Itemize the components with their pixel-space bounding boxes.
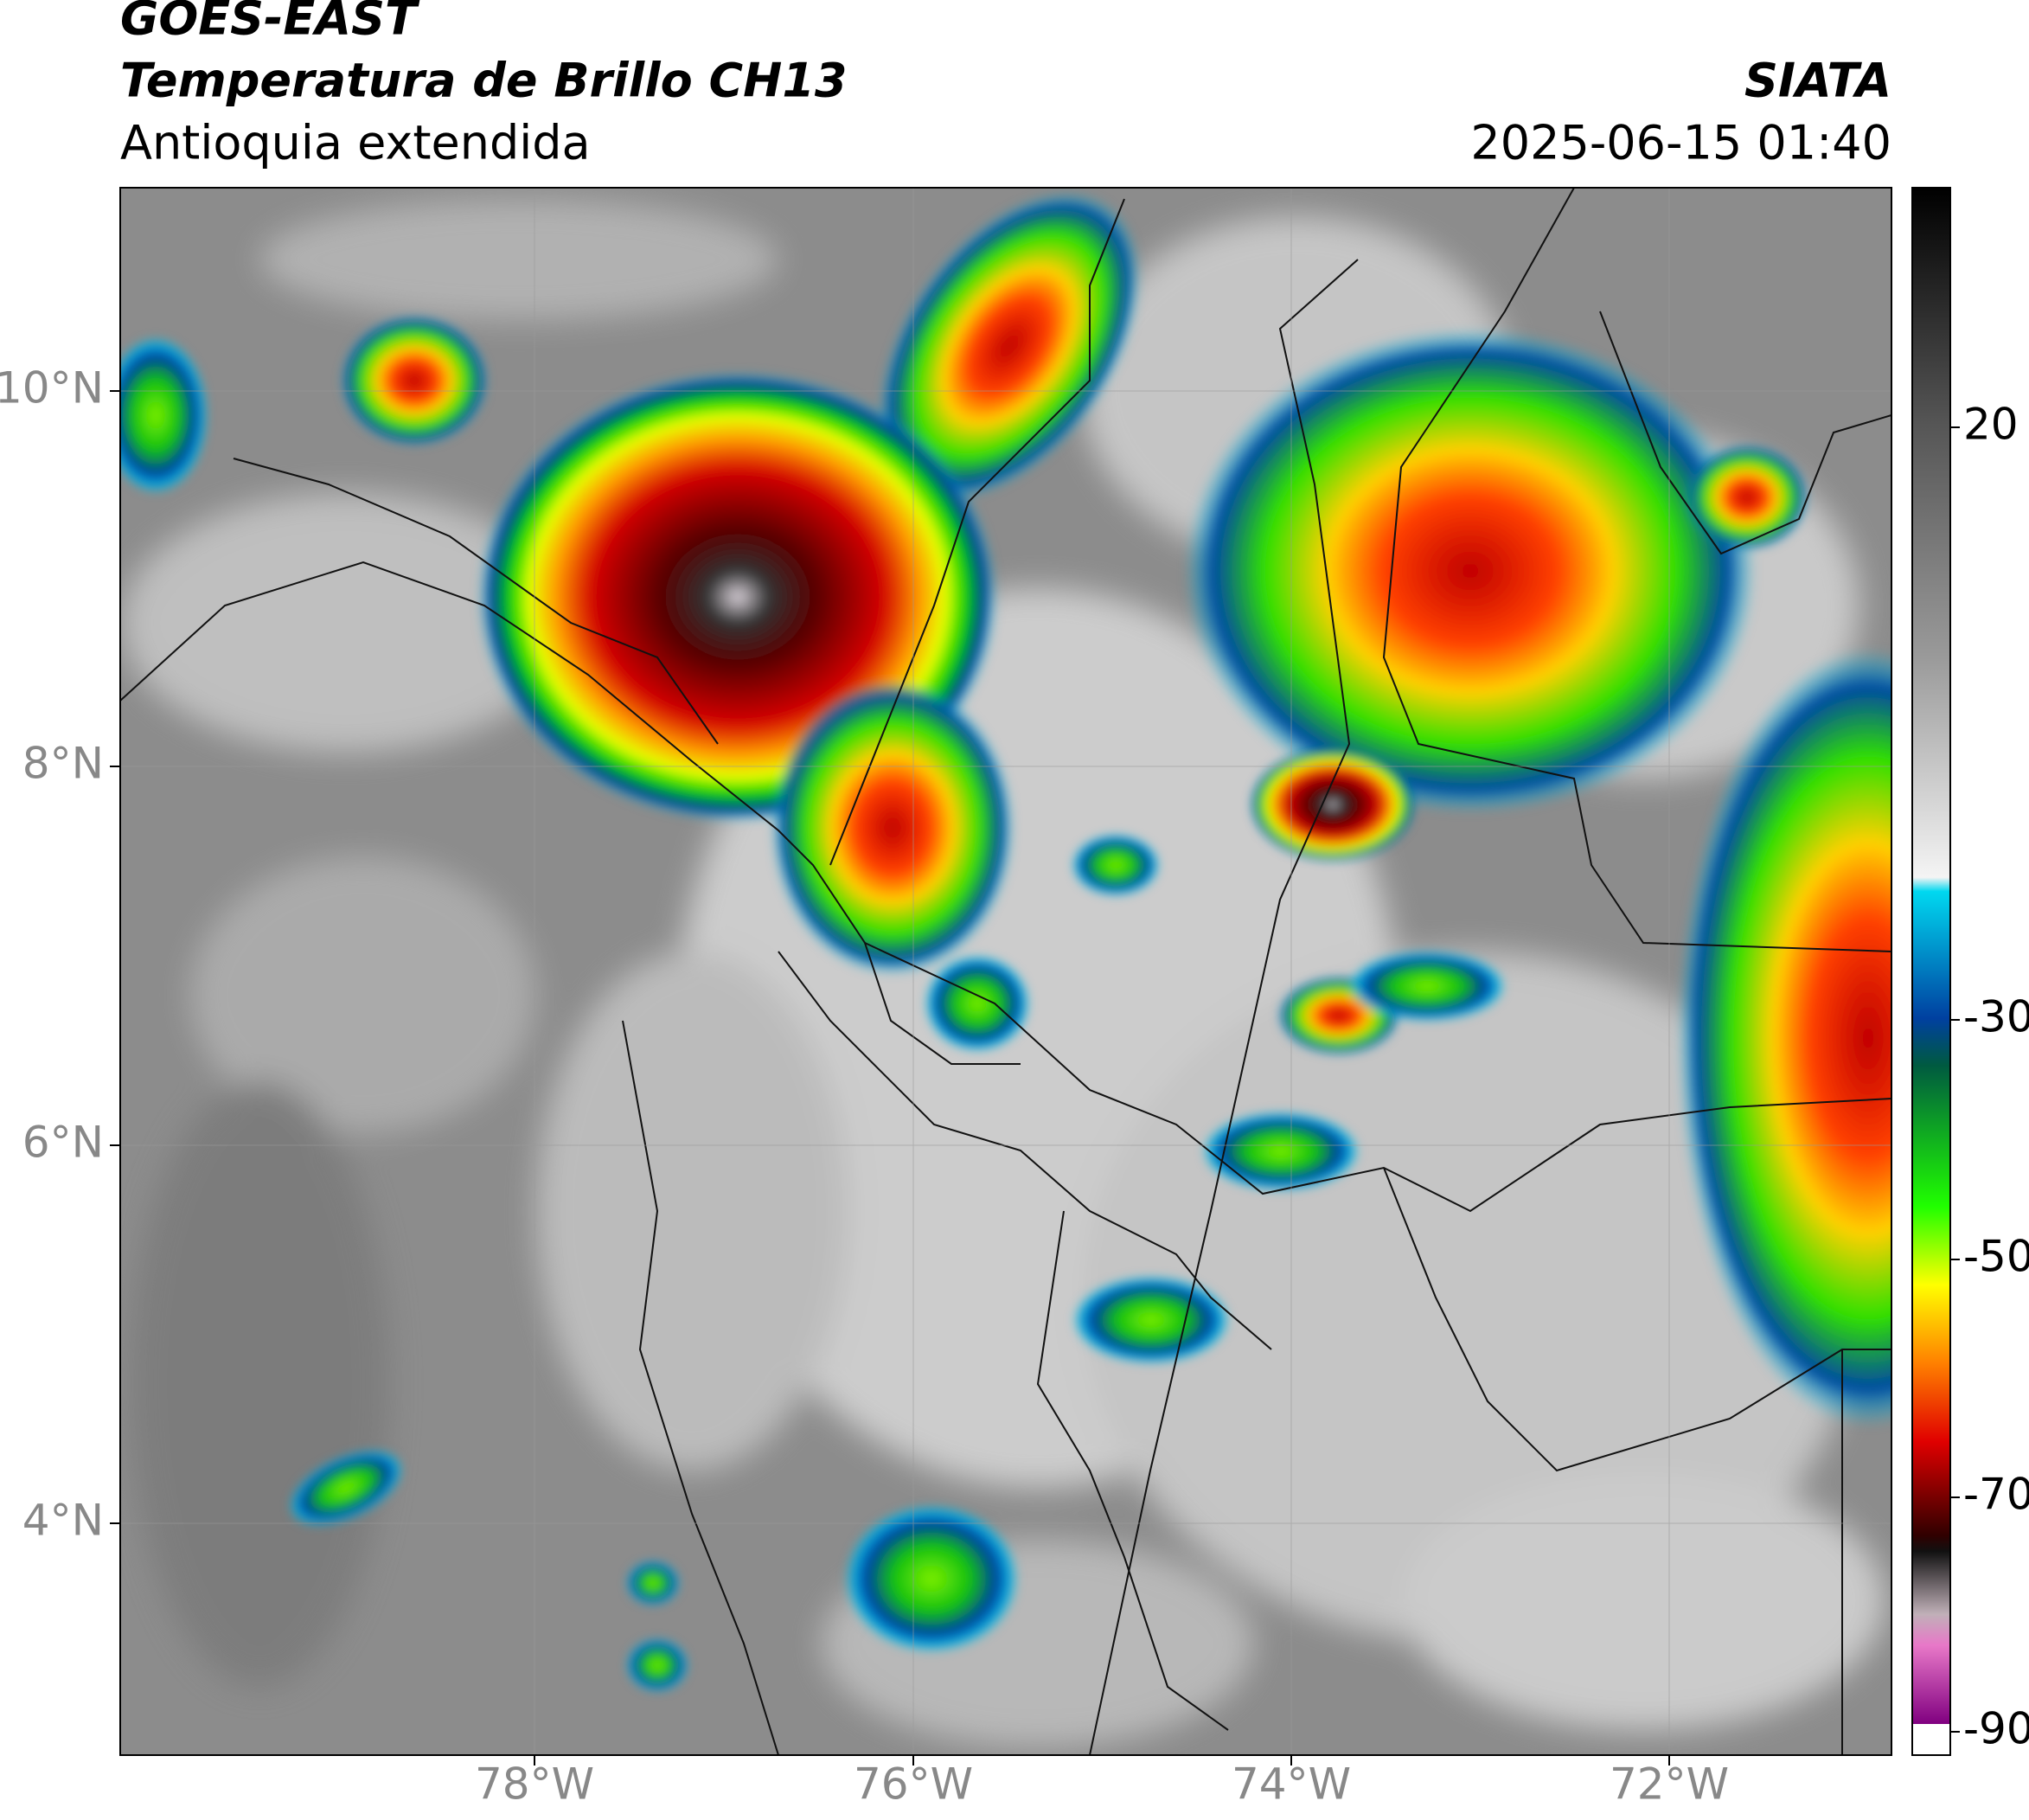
header: GOES-EAST Temperatura de Brillo CH13 Ant… xyxy=(120,0,1891,170)
lon-label: 76°W xyxy=(854,1759,973,1810)
colorbar-label: 20 xyxy=(1963,400,2019,450)
source: SIATA xyxy=(1744,54,1891,108)
colorbar xyxy=(1911,187,1951,1756)
colorbar-label: -70 xyxy=(1963,1470,2029,1520)
map-image xyxy=(120,188,1891,1755)
lat-label: 6°N xyxy=(22,1118,104,1168)
map-frame xyxy=(119,187,1892,1756)
subtitle: Temperatura de Brillo CH13 xyxy=(120,54,848,108)
lat-label: 8°N xyxy=(22,739,104,789)
borders xyxy=(120,188,1891,1755)
graticule xyxy=(120,188,1891,1755)
lon-label: 78°W xyxy=(475,1759,594,1810)
datetime: 2025-06-15 01:40 xyxy=(1470,116,1891,170)
lon-label: 72°W xyxy=(1610,1759,1729,1810)
region: Antioquia extendida xyxy=(120,116,591,170)
colorbar-label: -30 xyxy=(1963,992,2029,1042)
colorbar-label: -90 xyxy=(1963,1704,2029,1754)
lat-label: 4°N xyxy=(22,1496,104,1546)
colorbar-label: -50 xyxy=(1963,1232,2029,1282)
lon-label: 74°W xyxy=(1232,1759,1351,1810)
title: GOES-EAST xyxy=(120,0,420,46)
lat-label: 10°N xyxy=(0,363,104,413)
